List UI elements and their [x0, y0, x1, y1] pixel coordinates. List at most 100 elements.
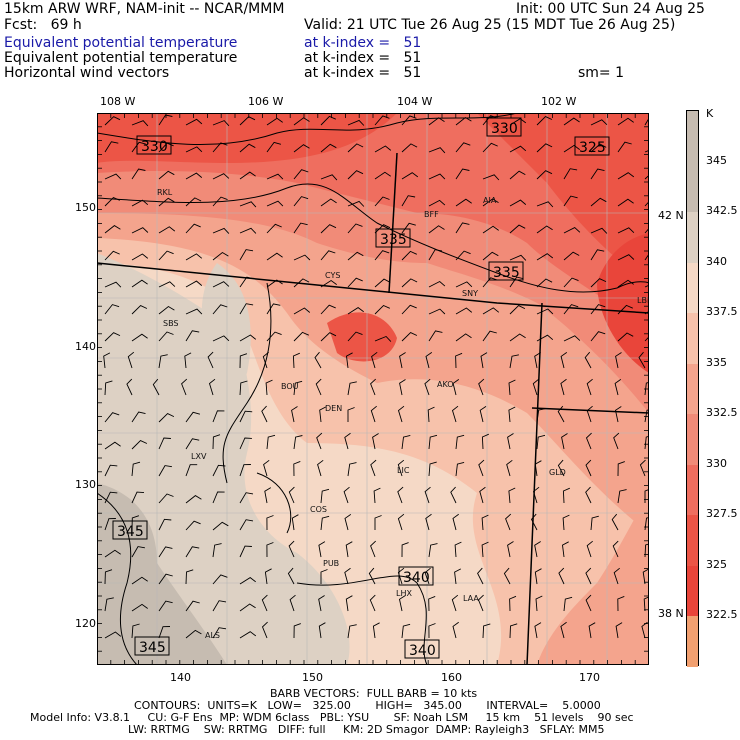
wind-barb [455, 250, 471, 261]
station-sny: SNY [462, 289, 478, 298]
wind-barb [126, 378, 133, 396]
wind-barb [239, 410, 253, 423]
wind-barb [586, 540, 593, 558]
wind-barb [320, 174, 338, 181]
wind-barb [374, 171, 391, 180]
wind-barb [185, 172, 203, 180]
wind-barb [320, 143, 337, 153]
wind-barb [212, 120, 230, 127]
wind-barb [343, 486, 350, 504]
init-time: Init: 00 UTC Sun 24 Aug 25 [516, 1, 705, 17]
wind-barb [644, 381, 649, 396]
lat-label-40n: 40 N [658, 406, 684, 419]
wind-barb [563, 304, 579, 315]
wind-barb [212, 142, 228, 153]
wind-barb [212, 251, 229, 261]
wind-barb [509, 145, 527, 153]
wind-barb [288, 486, 295, 504]
wind-barb [320, 488, 330, 504]
wind-barb [185, 253, 203, 261]
wind-barb [401, 434, 411, 450]
wind-barb [374, 278, 391, 288]
wind-barb [536, 253, 554, 261]
wind-barb [104, 597, 114, 612]
wind-barb [563, 251, 580, 261]
wind-barb [131, 515, 140, 531]
wind-barb [181, 378, 188, 396]
wind-barb [455, 352, 463, 369]
wind-barb [585, 486, 592, 504]
wind-barb [615, 352, 622, 369]
wind-barb [266, 117, 283, 126]
wind-barb [261, 405, 268, 423]
wind-barb [266, 434, 276, 450]
valid-time: Valid: 21 UTC Tue 26 Aug 25 (15 MDT Tue … [304, 17, 676, 33]
wind-barb [452, 513, 459, 531]
wind-barb [185, 118, 203, 126]
wind-barb [617, 227, 635, 234]
wind-barb [479, 406, 487, 423]
wind-barb [590, 168, 605, 180]
svg-text:325: 325 [579, 140, 606, 156]
wind-barb [239, 201, 257, 208]
wind-barb [455, 434, 465, 450]
wind-barb [347, 170, 364, 180]
wind-barb [266, 303, 281, 315]
wind-barb [158, 281, 176, 288]
wind-barb [399, 352, 406, 369]
wind-barb [536, 143, 553, 153]
wind-barb [530, 513, 538, 531]
wind-barb [535, 595, 543, 612]
wind-barb [131, 227, 149, 234]
wind-barb [482, 330, 497, 342]
wind-barb [638, 351, 646, 369]
wind-barb [158, 226, 176, 234]
wind-barb [131, 141, 146, 153]
wind-barb [185, 629, 202, 639]
wind-barb [455, 307, 473, 315]
wind-barb [158, 197, 175, 207]
wind-barb [104, 412, 120, 423]
wind-barb [482, 277, 498, 288]
wind-barb [428, 147, 446, 154]
wind-barb [536, 334, 554, 342]
wind-barb [266, 173, 284, 180]
wind-barb [532, 486, 540, 504]
x-tick-140: 140 [170, 671, 191, 684]
wind-barb [428, 280, 446, 288]
wind-barb [590, 143, 607, 153]
wind-barb [536, 278, 553, 288]
wind-barb [158, 250, 174, 261]
wind-barb [374, 145, 392, 153]
contour-label: 340 [404, 639, 440, 659]
wind-barb [644, 200, 649, 207]
wind-barb [644, 117, 649, 126]
wind-barb [374, 250, 390, 261]
colorbar-level-label: 337.5 [706, 305, 738, 319]
colorbar [686, 110, 699, 668]
wind-barb [291, 514, 299, 531]
wind-barb [212, 627, 227, 639]
wind-barb [320, 279, 337, 288]
wind-barb [613, 432, 620, 450]
wind-barb [424, 567, 431, 585]
wind-barb [536, 170, 553, 180]
svg-text:335: 335 [380, 232, 407, 248]
station-gld: GLD [549, 468, 566, 477]
wind-barb [374, 115, 390, 126]
wind-barb [455, 198, 472, 207]
wind-barb [372, 433, 379, 450]
wind-barb [347, 119, 365, 126]
wind-barb [590, 197, 607, 207]
wind-barb [509, 254, 527, 261]
y-tick-150: 150 [75, 201, 96, 214]
wind-barb [370, 378, 377, 396]
wind-barb [239, 249, 254, 261]
wind-barb [293, 331, 309, 342]
wind-barb [536, 225, 553, 234]
wind-barb [371, 351, 378, 369]
wind-barb [262, 351, 269, 369]
wind-barb [212, 281, 230, 288]
wind-barb [617, 461, 625, 477]
wind-barb [560, 621, 567, 639]
